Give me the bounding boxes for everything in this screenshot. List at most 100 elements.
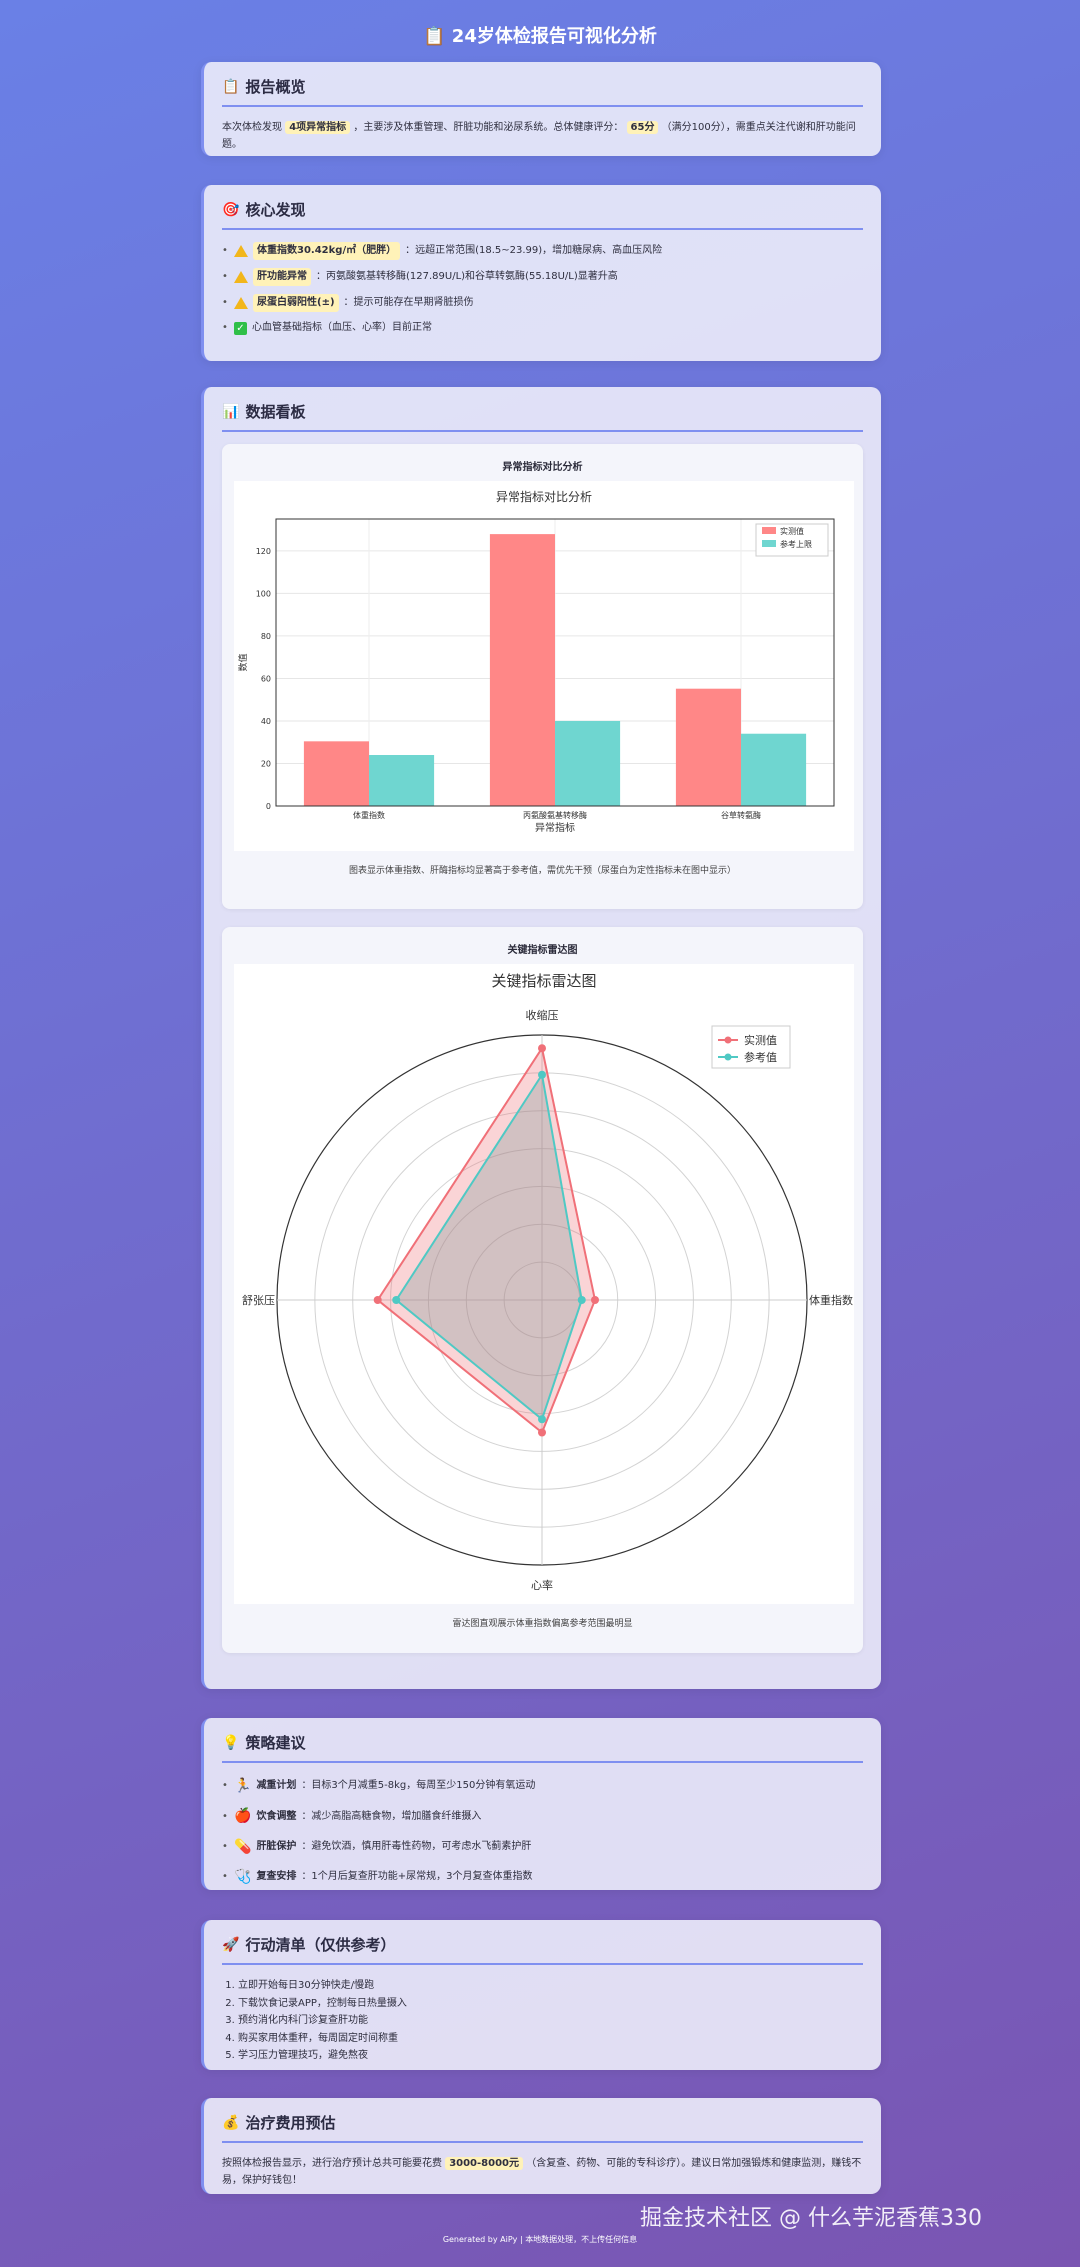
rocket-icon: 🚀 [222, 1936, 240, 1953]
plot-frame [275, 518, 835, 807]
overview-text: 本次体检发现 4项异常指标 ，主要涉及体重管理、肝脏功能和泌尿系统。总体健康评分… [222, 121, 856, 150]
bar-caption: 图表显示体重指数、肝酶指标均显著高于参考值，需优先干预（尿蛋白为定性指标未在图中… [348, 866, 736, 876]
chart-icon: 📊 [222, 403, 240, 420]
bar-chart-panel: 异常指标对比分析 异常指标对比分析 0 20 40 60 80 100 120 体重指数 丙氨酸氨… [222, 444, 863, 909]
y-tick-label: 80 [261, 632, 271, 641]
score-highlight: 65分 [626, 121, 659, 134]
list-item: 肝功能异常：丙氨酸氨基转移酶(127.89U/L)和谷草转氨酶(55.18U/L… [222, 268, 863, 286]
lightbulb-icon: 💡 [222, 1734, 240, 1751]
apple-icon: 🍎 [234, 1808, 252, 1825]
radar-axis-label: 心率 [531, 1578, 553, 1592]
legend-marker-1 [724, 1053, 732, 1061]
legend-swatch-0 [762, 527, 776, 534]
bar-0-1 [489, 534, 555, 806]
list-item: 体重指数30.42kg/㎡（肥胖）：远超正常范围(18.5~23.99)，增加糖… [222, 242, 863, 260]
cost-heading: 💰 治疗费用预估 [222, 2112, 863, 2143]
list-item: 下载饮食记录APP，控制每日热量摄入 [238, 1995, 863, 2013]
findings-heading: 🎯 核心发现 [222, 199, 863, 230]
warning-icon [234, 297, 248, 309]
y-axis-label: 数值 [237, 653, 249, 671]
actions-list: 立即开始每日30分钟快走/慢跑 下载饮食记录APP，控制每日热量摄入 预约消化内… [222, 1977, 863, 2065]
bar-1-0 [369, 754, 435, 806]
bar-1-2 [741, 733, 807, 806]
doctor-icon: 🩺 [234, 1869, 252, 1886]
radar-chart-background [234, 964, 854, 1604]
overview-card: 📋 报告概览 本次体检发现 4项异常指标 ，主要涉及体重管理、肝脏功能和泌尿系统… [201, 62, 881, 156]
dashboard-card: 📊 数据看板 异常指标对比分析 异常指标对比分析 0 20 40 60 80 100 120 体… [201, 387, 881, 1689]
footer: Generated by AiPy | 本地数据处理，不上传任何信息 [442, 2235, 638, 2244]
list-item: 🩺复查安排：1个月后复查肝功能+尿常规，3个月复查体重指数 [222, 1866, 863, 1888]
list-item: 购买家用体重秤，每周固定时间称重 [238, 2030, 863, 2048]
y-tick-label: 20 [261, 759, 271, 768]
y-tick-label: 0 [266, 802, 271, 811]
watermark: 掘金技术社区 @ 什么芋泥香蕉330 [640, 2206, 982, 2231]
legend-label-1: 参考上限 [780, 539, 812, 549]
money-bag-icon: 💰 [222, 2114, 240, 2131]
list-item: 尿蛋白弱阳性(±)：提示可能存在早期肾脏损伤 [222, 294, 863, 312]
list-item: 🏃减重计划：目标3个月减重5-8kg，每周至少150分钟有氧运动 [222, 1775, 863, 1797]
page-title: 📋 24岁体检报告可视化分析 [423, 26, 657, 47]
x-tick-label: 丙氨酸氨基转移酶 [523, 810, 587, 820]
clipboard-icon: 📋 [222, 78, 240, 95]
legend-marker-0 [724, 1036, 732, 1044]
dashboard-heading: 📊 数据看板 [222, 401, 863, 432]
y-tick-label: 100 [256, 589, 271, 598]
bar-0-2 [675, 688, 741, 806]
radar-axis-label: 舒张压 [242, 1293, 275, 1307]
warning-icon [234, 271, 248, 283]
y-tick-label: 40 [261, 717, 271, 726]
bar-1-1 [555, 720, 621, 806]
list-item: 学习压力管理技巧，避免熬夜 [238, 2047, 863, 2065]
legend-swatch-1 [762, 540, 776, 547]
radar-point-1-3 [392, 1296, 401, 1304]
radar-point-1-1 [577, 1296, 586, 1304]
radar-point-0-1 [591, 1296, 599, 1304]
actions-card: 🚀 行动清单（仅供参考） 立即开始每日30分钟快走/慢跑 下载饮食记录APP，控… [201, 1920, 881, 2070]
cost-highlight: 3000-8000元 [445, 2157, 524, 2170]
legend-label-0: 实测值 [780, 526, 804, 536]
y-tick-label: 60 [261, 674, 271, 683]
strategy-list: 🏃减重计划：目标3个月减重5-8kg，每周至少150分钟有氧运动 🍎饮食调整：减… [222, 1775, 863, 1889]
list-item: 立即开始每日30分钟快走/慢跑 [238, 1977, 863, 1995]
bar-chart-title: 异常指标对比分析 [496, 489, 592, 504]
radar-axis-label: 收缩压 [526, 1008, 559, 1022]
strategy-heading: 💡 策略建议 [222, 1732, 863, 1763]
bar-panel-title: 异常指标对比分析 [502, 462, 583, 473]
target-icon: 🎯 [222, 201, 240, 218]
cost-card: 💰 治疗费用预估 按照体检报告显示，进行治疗预计总共可能要花费 3000-800… [201, 2098, 881, 2194]
strategy-card: 💡 策略建议 🏃减重计划：目标3个月减重5-8kg，每周至少150分钟有氧运动 … [201, 1718, 881, 1890]
actions-heading: 🚀 行动清单（仅供参考） [222, 1934, 863, 1965]
radar-panel-title: 关键指标雷达图 [507, 945, 578, 956]
radar-chart-title: 关键指标雷达图 [491, 972, 596, 990]
radar-point-1-0 [538, 1070, 546, 1079]
legend-box [711, 1025, 791, 1069]
overview-heading: 📋 报告概览 [222, 76, 863, 107]
warning-icon [234, 245, 248, 257]
radar-axis-label: 体重指数 [809, 1293, 853, 1307]
x-tick-label: 体重指数 [353, 810, 385, 820]
radar-point-1-2 [538, 1415, 546, 1424]
radar-point-0-0 [538, 1044, 546, 1053]
x-tick-label: 谷草转氨酶 [721, 810, 761, 820]
radar-point-0-2 [538, 1428, 546, 1437]
list-item: ✓心血管基础指标（血压、心率）目前正常 [222, 320, 863, 336]
bar-chart: 异常指标对比分析 0 20 40 60 80 100 120 体重指数 丙氨酸氨基转移酶 谷草转氨酶… [234, 481, 854, 851]
bar-0-0 [303, 741, 369, 806]
check-icon: ✓ [234, 321, 247, 335]
radar-point-0-3 [373, 1296, 382, 1304]
findings-list: 体重指数30.42kg/㎡（肥胖）：远超正常范围(18.5~23.99)，增加糖… [222, 242, 863, 336]
x-axis-label: 异常指标 [535, 821, 575, 834]
findings-card: 🎯 核心发现 体重指数30.42kg/㎡（肥胖）：远超正常范围(18.5~23.… [201, 185, 881, 361]
runner-icon: 🏃 [234, 1778, 252, 1794]
radar-chart-panel: 关键指标雷达图 关键指标雷达图 收缩压 体重指数 心率 舒张压 实测值 参考值 雷达图直观展… [222, 927, 863, 1653]
list-item: 💊肝脏保护：避免饮酒，慎用肝毒性药物，可考虑水飞蓟素护肝 [222, 1836, 863, 1858]
list-item: 🍎饮食调整：减少高脂高糖食物，增加膳食纤维摄入 [222, 1805, 863, 1827]
abnormal-count-highlight: 4项异常指标 [285, 121, 351, 134]
pill-icon: 💊 [234, 1838, 252, 1855]
legend-label-0: 实测值 [744, 1033, 777, 1047]
legend-label-1: 参考值 [744, 1050, 777, 1064]
y-tick-label: 120 [256, 547, 271, 556]
